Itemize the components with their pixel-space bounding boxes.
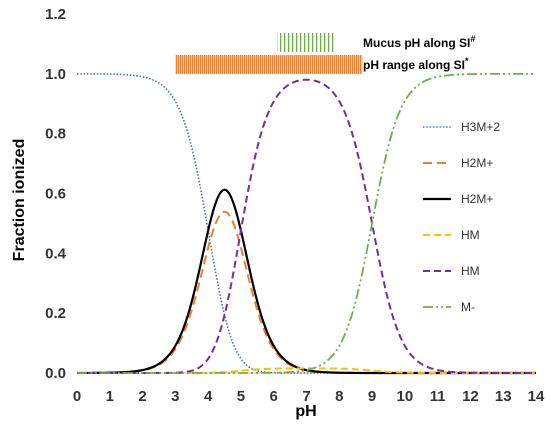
x-tick-label: 7 xyxy=(302,388,310,405)
x-tick-label: 3 xyxy=(171,388,179,405)
x-axis-title: pH xyxy=(295,403,316,420)
annotations: Mucus pH along SI# pH range along SI* xyxy=(175,33,475,74)
y-axis-title: Fraction ionized xyxy=(11,139,28,262)
legend-label: H2M+ xyxy=(461,156,493,170)
legend-label: H3M+2 xyxy=(461,120,500,134)
x-tick-label: 13 xyxy=(495,388,512,405)
y-tick-label: 0.4 xyxy=(45,245,67,262)
y-tick-label: 0.0 xyxy=(45,365,66,382)
mucus-ph-bar xyxy=(276,33,337,52)
x-tick-label: 2 xyxy=(138,388,146,405)
y-tick-labels: 0.0 0.2 0.4 0.6 0.8 1.0 1.2 xyxy=(45,6,67,382)
x-tick-labels: 0 1 2 3 4 5 6 7 8 9 10 11 12 13 14 xyxy=(73,388,545,405)
x-tick-label: 12 xyxy=(462,388,479,405)
x-tick-label: 11 xyxy=(430,388,446,405)
x-tick-label: 1 xyxy=(106,388,114,405)
mucus-ph-label: Mucus pH along SI# xyxy=(363,34,475,50)
x-tick-label: 9 xyxy=(368,388,376,405)
series-line-5 xyxy=(77,72,536,374)
ph-range-label: pH range along SI* xyxy=(363,56,469,72)
ph-range-bar xyxy=(175,55,363,74)
y-tick-label: 0.8 xyxy=(45,126,66,143)
legend-label: HM xyxy=(461,228,480,242)
legend-label: HM xyxy=(461,264,480,278)
y-tick-label: 1.0 xyxy=(45,66,66,83)
y-tick-label: 0.6 xyxy=(45,186,66,203)
y-tick-label: 0.2 xyxy=(45,305,66,322)
x-tick-label: 8 xyxy=(335,388,343,405)
x-tick-label: 6 xyxy=(270,388,278,405)
series-line-4 xyxy=(77,78,536,374)
x-tick-label: 0 xyxy=(73,388,81,405)
x-tick-label: 14 xyxy=(528,388,545,405)
y-tick-label: 1.2 xyxy=(45,6,66,23)
series-line-0 xyxy=(76,73,536,374)
legend-label: M- xyxy=(461,300,475,314)
x-tick-label: 5 xyxy=(237,388,245,405)
legend-label: H2M+ xyxy=(461,192,493,206)
legend: H3M+2 H2M+ H2M+ HM HM M- xyxy=(423,120,500,314)
x-tick-label: 10 xyxy=(397,388,414,405)
series-lines xyxy=(76,72,536,375)
x-tick-label: 4 xyxy=(204,388,213,405)
series-line-2 xyxy=(77,188,536,375)
